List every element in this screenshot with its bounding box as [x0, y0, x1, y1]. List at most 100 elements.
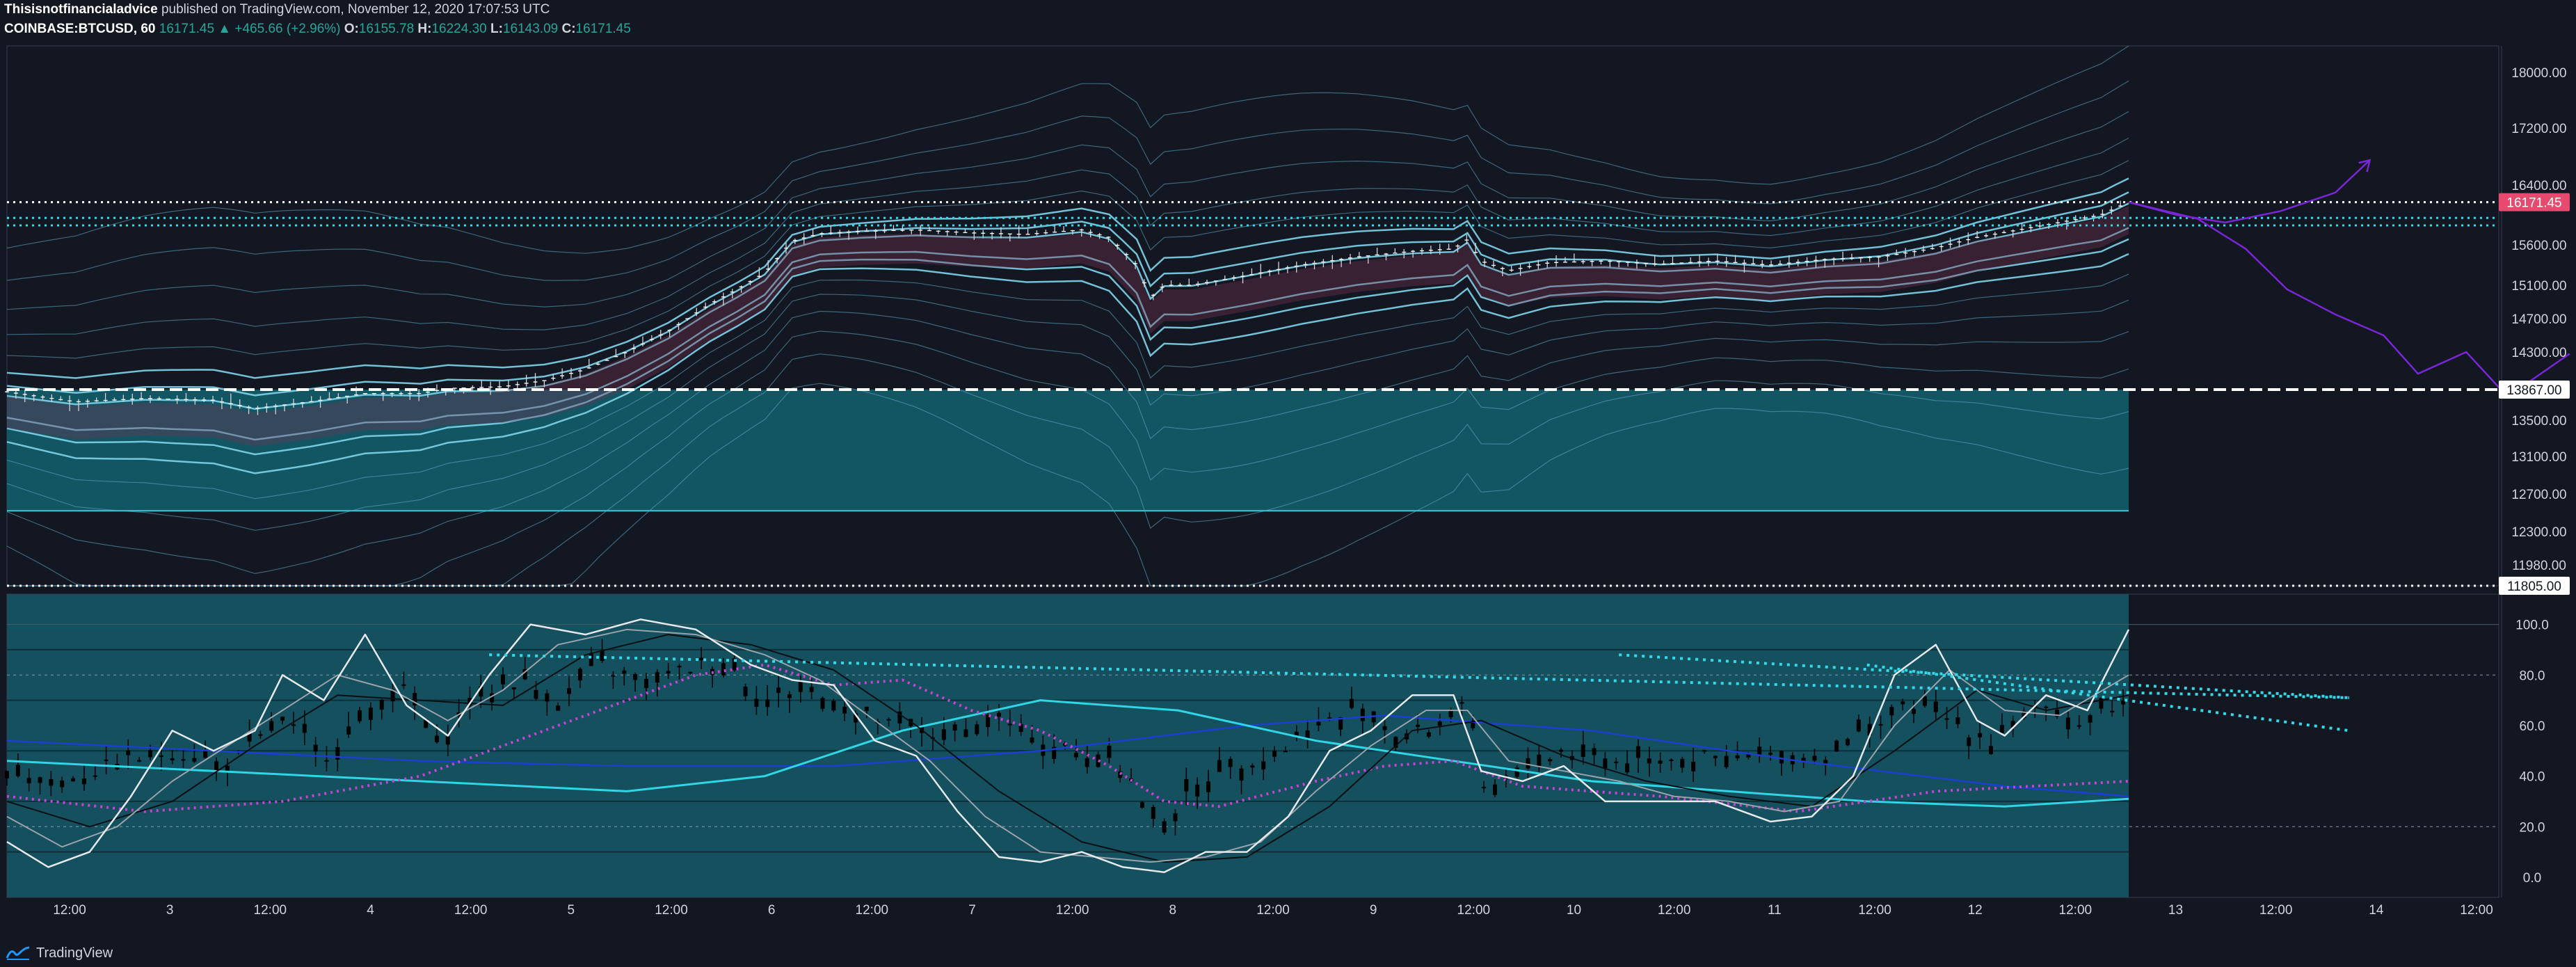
oscillator-candle-body [842, 706, 847, 714]
symbol-label[interactable]: COINBASE:BTCUSD, 60 [4, 22, 156, 36]
oscillator-candle-body [38, 777, 42, 783]
oscillator-candle-body [1294, 731, 1299, 737]
oscillator-candle-body [854, 713, 858, 723]
oscillator-candle-body [1768, 752, 1773, 755]
oscillator-candle-body [732, 658, 737, 671]
price-tag-label: 16171.45 [2506, 196, 2561, 211]
oscillator-candle-body [952, 724, 957, 731]
oscillator-candle-body [1680, 759, 1685, 768]
author-name[interactable]: Thisisnotfinancialadvice [4, 2, 158, 17]
oscillator-candle-body [1867, 724, 1872, 736]
price-axis-label: 13500.00 [2511, 414, 2566, 429]
publish-info: published on TradingView.com, November 1… [161, 2, 550, 17]
oscillator-candle-body [677, 666, 682, 668]
time-axis-label: 14 [2369, 903, 2384, 918]
oscillator-candle-body [500, 674, 505, 685]
oscillator-axis-label: 100.0 [2515, 618, 2549, 633]
time-axis-label: 12:00 [1858, 903, 1891, 918]
time-axis-label: 12:00 [2059, 903, 2093, 918]
time-axis-label: 7 [968, 903, 976, 918]
oscillator-axis-label: 0.0 [2523, 871, 2541, 886]
band-line [6, 177, 2129, 379]
oscillator-candle-body [26, 778, 31, 783]
oscillator-candle-body [1669, 759, 1674, 761]
oscillator-candle-body [1173, 813, 1178, 822]
chart-header: Thisisnotfinancialadvice published on Tr… [4, 0, 631, 45]
oscillator-candle-body [93, 775, 97, 777]
oscillator-candle-body [1526, 758, 1530, 769]
oscillator-candle-body [1537, 754, 1542, 767]
oscillator-candle-body [1967, 737, 1971, 746]
oscillator-candle-body [666, 671, 671, 674]
footer-brand[interactable]: TradingView [36, 945, 113, 961]
price-axis-label: 14700.00 [2511, 312, 2566, 327]
oscillator-candle-body [1559, 749, 1564, 752]
low-value: 16143.09 [502, 22, 559, 36]
oscillator-candle-body [1856, 719, 1861, 732]
oscillator-candle-body [5, 771, 9, 778]
price-axis-label: 11980.00 [2512, 559, 2566, 573]
oscillator-candle-body [622, 670, 627, 674]
oscillator-candle-body [159, 756, 163, 758]
oscillator-candle-body [2099, 698, 2104, 709]
oscillator-candle-body [1459, 702, 1464, 704]
oscillator-candle-body [2110, 710, 2115, 712]
oscillator-candle-body [247, 732, 252, 742]
price-axis-label: 13100.00 [2511, 450, 2566, 465]
oscillator-candle-body [126, 750, 131, 756]
oscillator-candle-body [2088, 714, 2093, 723]
oscillator-candle-body [137, 760, 142, 762]
price-axis-label: 18000.00 [2511, 66, 2566, 81]
oscillator-candle-body [1978, 733, 1983, 737]
oscillator-candle-body [1261, 761, 1266, 769]
oscillator-candle-body [975, 724, 979, 735]
oscillator-candle-body [60, 780, 65, 788]
stochastic-k-line [6, 618, 2130, 873]
time-axis-label: 5 [568, 903, 575, 918]
oscillator-candle-body [104, 759, 109, 761]
oscillator-candle-body [1007, 724, 1012, 726]
band-lines [6, 45, 2129, 586]
oscillator-candle-body [1625, 763, 1630, 773]
oscillator-candle-body [721, 663, 726, 676]
price-tag-label: 13867.00 [2506, 383, 2561, 398]
oscillator-candle-body [963, 729, 968, 737]
oscillator-candle-body [1702, 750, 1706, 752]
oscillator-candle-body [490, 693, 495, 703]
oscillator-axis-label: 60.0 [2520, 719, 2545, 734]
projection-arrow-icon [2358, 159, 2371, 173]
oscillator-candle-body [147, 750, 152, 758]
oscillator-candle-body [1901, 701, 1905, 705]
price-axis-label: 17200.00 [2511, 122, 2566, 136]
oscillator-candle-body [511, 687, 516, 690]
oscillator-candle-body [1757, 746, 1762, 756]
oscillator-candle-body [986, 714, 991, 728]
oscillator-candle-body [1426, 732, 1431, 737]
oscillator-axis-label: 20.0 [2520, 820, 2545, 835]
time-axis-label: 10 [1567, 903, 1581, 918]
price-axis-label: 12300.00 [2511, 525, 2566, 540]
oscillator-candle-body [1162, 821, 1167, 833]
oscillator-candle-body [424, 719, 429, 728]
oscillator-candle-body [1933, 701, 1938, 712]
oscillator-candle-body [1327, 717, 1332, 720]
time-axis-label: 12:00 [1658, 903, 1691, 918]
high-label: H: [417, 22, 432, 36]
oscillator-candle-body [1316, 721, 1321, 726]
time-axis-label: 8 [1169, 903, 1177, 918]
oscillator-axis-label: 80.0 [2520, 669, 2545, 683]
band-line [6, 310, 2129, 575]
last-price: 16171.45 [159, 22, 215, 36]
oscillator-candle-body [1713, 756, 1718, 758]
oscillator-candle-body [269, 721, 274, 731]
oscillator-candle-body [1349, 698, 1354, 708]
oscillator-candle-body [1151, 807, 1155, 820]
time-axis-label: 4 [367, 903, 374, 918]
oscillator-candle-body [1228, 758, 1233, 767]
oscillator-candle-body [809, 687, 814, 692]
oscillator-candle-body [358, 710, 362, 721]
inner-band-fill [7, 206, 2129, 447]
oscillator-candle-body [1416, 724, 1421, 727]
oscillator-candle-body [1955, 717, 1960, 724]
